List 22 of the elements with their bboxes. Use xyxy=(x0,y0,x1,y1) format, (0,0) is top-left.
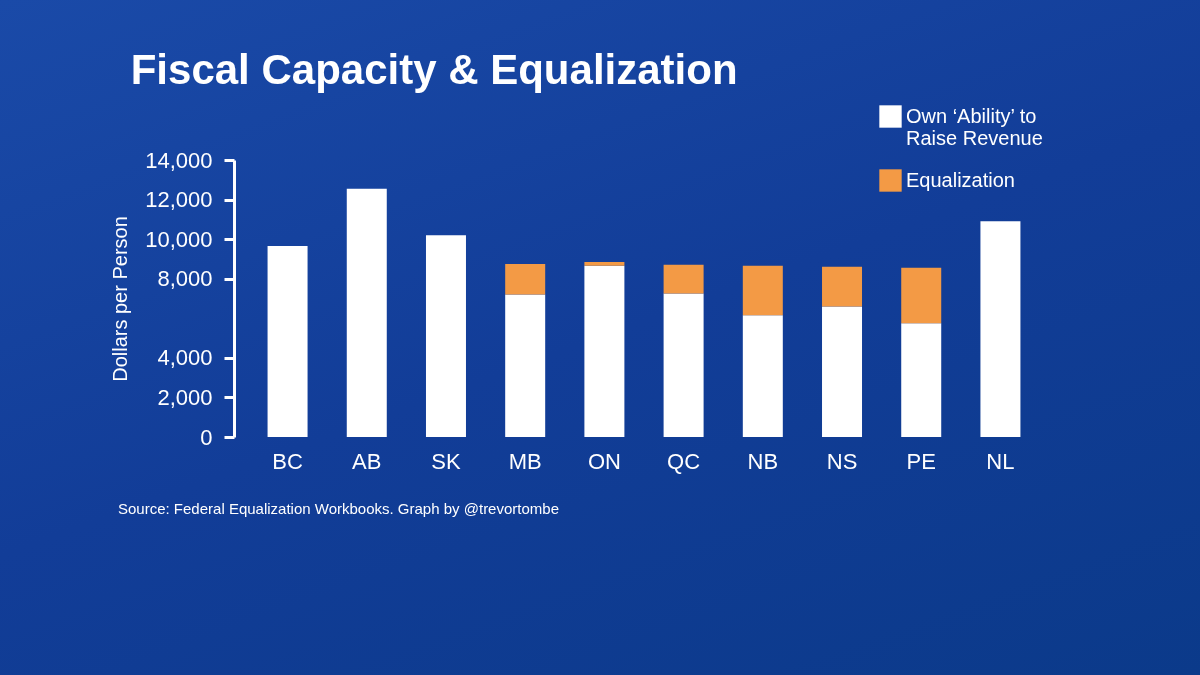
x-tick-label: BC xyxy=(272,448,303,474)
y-axis-title: Dollars per Person xyxy=(109,216,132,382)
chart-title: Fiscal Capacity & Equalization xyxy=(130,46,738,93)
legend-label: Equalization xyxy=(906,168,1015,191)
y-tick-label: 10,000 xyxy=(145,226,213,252)
x-tick-label: ON xyxy=(587,448,621,474)
y-tick-label: 4,000 xyxy=(157,345,213,371)
source-note: Source: Federal Equalization Workbooks. Graph by @trevortombe xyxy=(118,500,559,517)
y-tick-label: 14,000 xyxy=(145,147,213,173)
x-tick-label: SK xyxy=(431,448,461,474)
x-tick-label: NS xyxy=(826,448,858,474)
y-tick-label: 0 xyxy=(200,424,213,450)
y-tick-label: 12,000 xyxy=(145,187,213,213)
x-tick-label: AB xyxy=(352,448,382,474)
x-tick-label: PE xyxy=(906,448,936,474)
legend-label: Own ‘Ability’ to Raise Revenue xyxy=(906,104,1043,149)
x-tick-label: NB xyxy=(747,448,779,474)
x-tick-label: NL xyxy=(986,448,1015,474)
x-tick-label: MB xyxy=(508,448,542,474)
y-tick-label: 8,000 xyxy=(157,266,213,292)
x-tick-label: QC xyxy=(667,448,701,474)
y-tick-label: 2,000 xyxy=(157,384,213,410)
